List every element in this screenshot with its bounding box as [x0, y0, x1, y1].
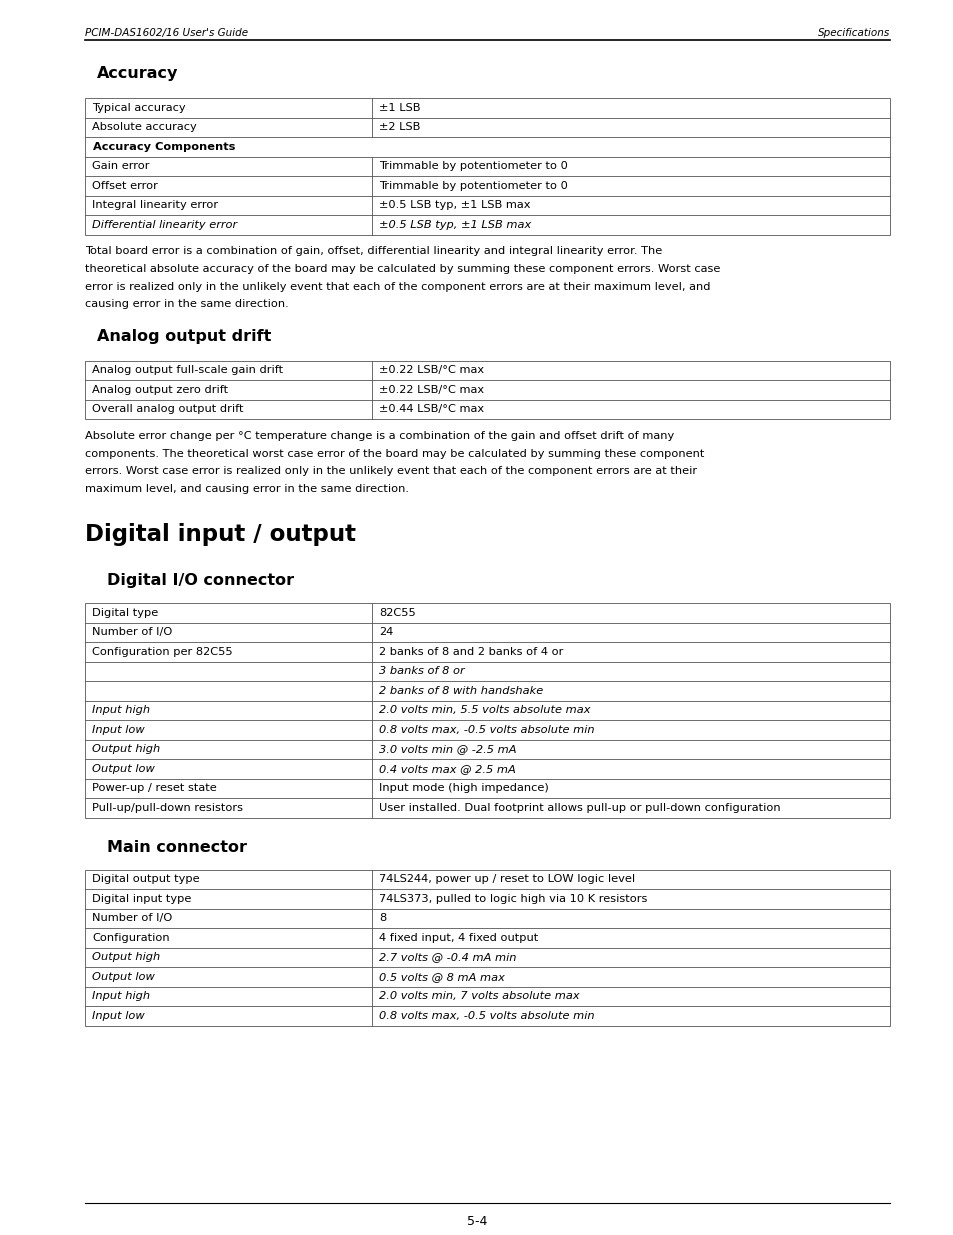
Text: 4 fixed input, 4 fixed output: 4 fixed input, 4 fixed output: [378, 932, 537, 942]
Text: Overall analog output drift: Overall analog output drift: [91, 404, 243, 414]
Text: 3 banks of 8 or: 3 banks of 8 or: [378, 666, 464, 677]
Text: Input low: Input low: [91, 1010, 145, 1021]
Bar: [85, 869, 889, 1025]
Text: Output high: Output high: [91, 745, 160, 755]
Text: 0.4 volts max @ 2.5 mA: 0.4 volts max @ 2.5 mA: [378, 763, 516, 774]
Text: Gain error: Gain error: [91, 162, 150, 172]
Text: 0.8 volts max, -0.5 volts absolute min: 0.8 volts max, -0.5 volts absolute min: [378, 1010, 594, 1021]
Text: ±0.44 LSB/°C max: ±0.44 LSB/°C max: [378, 404, 483, 414]
Text: Total board error is a combination of gain, offset, differential linearity and i: Total board error is a combination of ga…: [85, 247, 661, 257]
Text: 5-4: 5-4: [466, 1215, 487, 1228]
Text: Digital input type: Digital input type: [91, 894, 192, 904]
Text: PCIM-DAS1602/16 User's Guide: PCIM-DAS1602/16 User's Guide: [85, 28, 248, 38]
Bar: [85, 361, 889, 419]
Text: Number of I/O: Number of I/O: [91, 913, 172, 924]
Text: Absolute accuracy: Absolute accuracy: [91, 122, 196, 132]
Text: Analog output zero drift: Analog output zero drift: [91, 385, 228, 395]
Text: ±2 LSB: ±2 LSB: [378, 122, 420, 132]
Text: Main connector: Main connector: [107, 840, 247, 855]
Text: 2 banks of 8 with handshake: 2 banks of 8 with handshake: [378, 685, 542, 695]
Text: Input low: Input low: [91, 725, 145, 735]
Text: Digital type: Digital type: [91, 608, 158, 618]
Text: Digital output type: Digital output type: [91, 874, 199, 884]
Text: error is realized only in the unlikely event that each of the component errors a: error is realized only in the unlikely e…: [85, 282, 710, 291]
Text: Differential linearity error: Differential linearity error: [91, 220, 237, 230]
Text: Integral linearity error: Integral linearity error: [91, 200, 218, 210]
Text: Typical accuracy: Typical accuracy: [91, 103, 186, 112]
Text: 8: 8: [378, 913, 386, 924]
Text: Analog output drift: Analog output drift: [97, 329, 271, 343]
Text: User installed. Dual footprint allows pull-up or pull-down configuration: User installed. Dual footprint allows pu…: [378, 803, 780, 813]
Text: errors. Worst case error is realized only in the unlikely event that each of the: errors. Worst case error is realized onl…: [85, 466, 697, 475]
Text: Input high: Input high: [91, 992, 150, 1002]
Text: Number of I/O: Number of I/O: [91, 627, 172, 637]
Bar: [85, 98, 889, 235]
Text: maximum level, and causing error in the same direction.: maximum level, and causing error in the …: [85, 483, 409, 494]
Text: Output low: Output low: [91, 972, 154, 982]
Text: components. The theoretical worst case error of the board may be calculated by s: components. The theoretical worst case e…: [85, 448, 703, 458]
Text: causing error in the same direction.: causing error in the same direction.: [85, 299, 289, 309]
Text: 2.0 volts min, 7 volts absolute max: 2.0 volts min, 7 volts absolute max: [378, 992, 579, 1002]
Text: Pull-up/pull-down resistors: Pull-up/pull-down resistors: [91, 803, 243, 813]
Text: 0.8 volts max, -0.5 volts absolute min: 0.8 volts max, -0.5 volts absolute min: [378, 725, 594, 735]
Text: Trimmable by potentiometer to 0: Trimmable by potentiometer to 0: [378, 162, 567, 172]
Text: Output high: Output high: [91, 952, 160, 962]
Text: Accuracy Components: Accuracy Components: [92, 142, 235, 152]
Text: ±0.5 LSB typ, ±1 LSB max: ±0.5 LSB typ, ±1 LSB max: [378, 200, 530, 210]
Text: theoretical absolute accuracy of the board may be calculated by summing these co: theoretical absolute accuracy of the boa…: [85, 264, 720, 274]
Bar: [85, 603, 889, 818]
Text: Offset error: Offset error: [91, 180, 157, 190]
Text: ±0.22 LSB/°C max: ±0.22 LSB/°C max: [378, 366, 483, 375]
Text: Power-up / reset state: Power-up / reset state: [91, 783, 216, 793]
Text: Accuracy: Accuracy: [97, 65, 178, 82]
Text: ±0.5 LSB typ, ±1 LSB max: ±0.5 LSB typ, ±1 LSB max: [378, 220, 531, 230]
Text: Output low: Output low: [91, 763, 154, 774]
Text: 2.0 volts min, 5.5 volts absolute max: 2.0 volts min, 5.5 volts absolute max: [378, 705, 590, 715]
Text: ±0.22 LSB/°C max: ±0.22 LSB/°C max: [378, 385, 483, 395]
Text: 2 banks of 8 and 2 banks of 4 or: 2 banks of 8 and 2 banks of 4 or: [378, 647, 563, 657]
Text: Absolute error change per °C temperature change is a combination of the gain and: Absolute error change per °C temperature…: [85, 431, 674, 441]
Text: Analog output full-scale gain drift: Analog output full-scale gain drift: [91, 366, 283, 375]
Text: 24: 24: [378, 627, 393, 637]
Text: 3.0 volts min @ -2.5 mA: 3.0 volts min @ -2.5 mA: [378, 745, 516, 755]
Text: Input high: Input high: [91, 705, 150, 715]
Text: 2.7 volts @ -0.4 mA min: 2.7 volts @ -0.4 mA min: [378, 952, 516, 962]
Text: 82C55: 82C55: [378, 608, 416, 618]
Text: 74LS373, pulled to logic high via 10 K resistors: 74LS373, pulled to logic high via 10 K r…: [378, 894, 647, 904]
Text: Configuration per 82C55: Configuration per 82C55: [91, 647, 233, 657]
Text: Digital input / output: Digital input / output: [85, 522, 355, 546]
Text: Configuration: Configuration: [91, 932, 170, 942]
Text: ±1 LSB: ±1 LSB: [378, 103, 420, 112]
Text: Digital I/O connector: Digital I/O connector: [107, 573, 294, 588]
Text: Input mode (high impedance): Input mode (high impedance): [378, 783, 548, 793]
Text: 74LS244, power up / reset to LOW logic level: 74LS244, power up / reset to LOW logic l…: [378, 874, 635, 884]
Text: 0.5 volts @ 8 mA max: 0.5 volts @ 8 mA max: [378, 972, 504, 982]
Text: Specifications: Specifications: [817, 28, 889, 38]
Text: Trimmable by potentiometer to 0: Trimmable by potentiometer to 0: [378, 180, 567, 190]
